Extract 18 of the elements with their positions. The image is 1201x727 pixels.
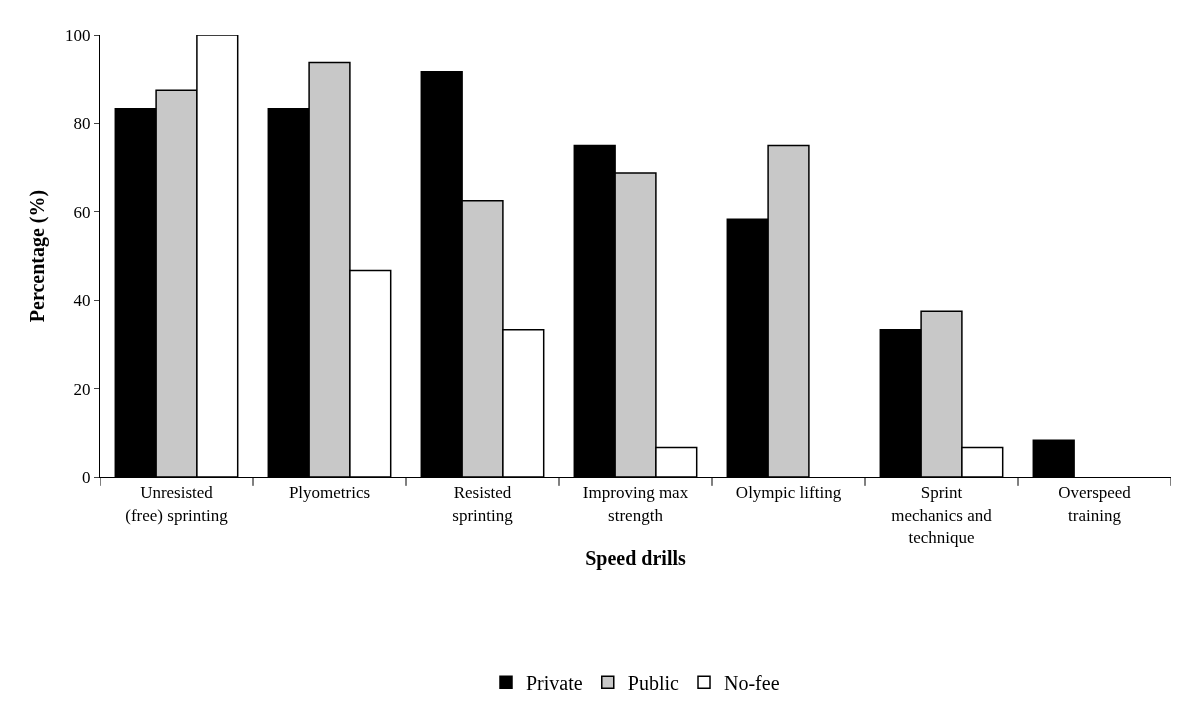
y-tick-label: 60: [73, 202, 91, 222]
x-tick-label: Unresisted (free) sprinting: [125, 483, 229, 525]
legend-label: Private: [526, 671, 583, 694]
x-axis-title: Speed drills: [585, 547, 686, 571]
x-tick-label: Plyometrics: [288, 483, 371, 503]
y-tick-label: 20: [73, 379, 91, 399]
x-tick-label: Improving max strength: [582, 483, 689, 525]
x-tick-label: Resisted sprinting: [452, 483, 514, 525]
x-tick-label: Olympic lifting: [735, 483, 842, 503]
y-tick-label: 0: [82, 467, 91, 487]
y-axis-title: Percentage (%): [25, 189, 49, 323]
x-tick-label: Sprint mechanics and technique: [891, 483, 993, 547]
y-tick-label: 40: [73, 291, 91, 311]
y-tick-label: 80: [73, 114, 91, 134]
legend-label: No-fee: [724, 671, 780, 694]
legend-label: Public: [627, 671, 680, 694]
x-tick-label: Overspeed training: [1058, 483, 1132, 525]
y-tick-label: 100: [65, 25, 91, 45]
